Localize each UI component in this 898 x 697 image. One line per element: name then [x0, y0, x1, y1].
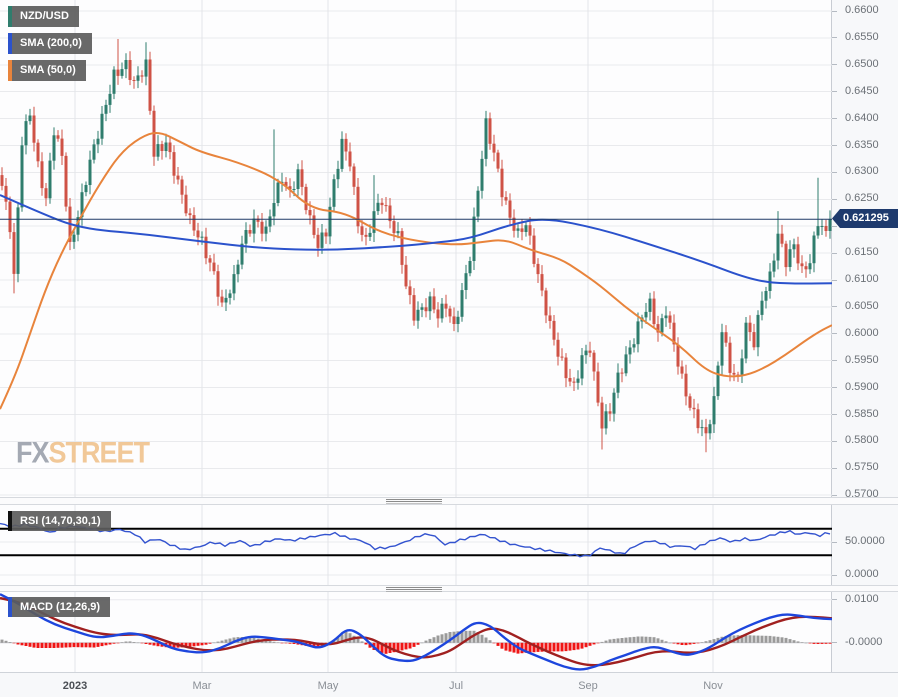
price-axis-label: 0.6550	[845, 30, 879, 43]
macd-layer	[0, 592, 832, 672]
time-axis-label[interactable]: 2023	[62, 680, 88, 692]
price-axis-label: 0.6400	[845, 111, 879, 124]
time-axis[interactable]: 2023 Mar May Jul Sep Nov	[0, 672, 898, 697]
time-axis-label[interactable]: Sep	[578, 680, 598, 692]
rsi-layer	[0, 505, 832, 585]
price-axis-label: 0.6600	[845, 4, 879, 16]
price-axis-label: 0.5750	[845, 461, 879, 474]
rsi-label: RSI (14,70,30,1)	[12, 511, 111, 531]
rsi-line	[0, 522, 831, 558]
macd-color-bar	[8, 597, 12, 617]
macd-main-line	[0, 593, 832, 671]
legend-item-sma200[interactable]: SMA (200,0)	[8, 33, 92, 54]
price-axis-label: 0.6450	[845, 84, 879, 97]
drag-grip-icon[interactable]	[386, 587, 442, 592]
legend-item-symbol[interactable]: NZD/USD	[8, 6, 92, 27]
candles-layer	[0, 0, 832, 497]
rsi-axis-label: 0.0000	[845, 568, 879, 580]
sma200-label: SMA (200,0)	[12, 33, 92, 54]
price-axis-label: 0.6150	[845, 246, 879, 259]
price-axis-label: 0.6100	[845, 273, 879, 285]
legend: NZD/USD SMA (200,0) SMA (50,0)	[8, 6, 92, 87]
price-axis[interactable]: 0.6600 0.6550 0.6500 0.6450 0.6400 0.6350 0.63…	[832, 0, 898, 500]
macd-axis-label: 0.0100	[845, 592, 879, 605]
price-axis-label: 0.6500	[845, 57, 879, 70]
macd-axis[interactable]: 0.0100 -0.0000	[832, 592, 898, 672]
time-axis-label[interactable]: May	[317, 680, 339, 692]
price-axis-label: 0.6050	[845, 299, 879, 312]
price-axis-label: 0.6300	[845, 165, 879, 178]
macd-legend-item[interactable]: MACD (12,26,9)	[8, 597, 111, 617]
time-axis-label[interactable]: Nov	[703, 680, 723, 692]
panel-divider-rsi[interactable]	[0, 497, 898, 505]
price-axis-label: 0.5950	[845, 353, 879, 366]
sma50-color-bar	[8, 60, 12, 81]
candlesticks	[0, 39, 832, 453]
time-axis-label[interactable]: Jul	[448, 680, 464, 692]
drag-grip-icon[interactable]	[386, 499, 442, 504]
price-axis-label: 0.6000	[845, 326, 879, 339]
panel-divider-macd[interactable]	[0, 585, 898, 592]
symbol-label: NZD/USD	[12, 6, 79, 27]
sma200-line	[0, 194, 832, 285]
macd-signal-line	[0, 596, 832, 667]
macd-panel[interactable]	[0, 592, 832, 672]
symbol-color-bar	[8, 6, 12, 27]
legend-item-sma50[interactable]: SMA (50,0)	[8, 60, 92, 81]
sma200-color-bar	[8, 33, 12, 54]
price-axis-label: 0.5850	[845, 407, 879, 420]
sma50-label: SMA (50,0)	[12, 60, 86, 81]
price-axis-label: 0.6350	[845, 138, 879, 151]
rsi-panel[interactable]	[0, 505, 832, 585]
logo-fx: FX	[16, 436, 50, 470]
logo-street: STREET	[48, 436, 151, 470]
price-panel[interactable]: FXSTREET	[0, 0, 832, 497]
macd-label: MACD (12,26,9)	[12, 597, 111, 617]
rsi-axis[interactable]: 50.0000 0.0000	[832, 505, 898, 585]
current-price-badge: 0.621295	[832, 209, 898, 228]
sma50-line	[0, 131, 832, 410]
price-axis-label: 0.6250	[845, 192, 879, 205]
rsi-axis-label: 50.0000	[845, 535, 885, 547]
time-axis-label[interactable]: Mar	[192, 680, 212, 692]
price-axis-label: 0.5800	[845, 434, 879, 447]
macd-axis-label: -0.0000	[845, 635, 883, 648]
rsi-legend-item[interactable]: RSI (14,70,30,1)	[8, 511, 111, 531]
rsi-color-bar	[8, 511, 12, 531]
price-axis-label: 0.5900	[845, 380, 879, 393]
fxstreet-logo: FXSTREET	[16, 436, 151, 470]
